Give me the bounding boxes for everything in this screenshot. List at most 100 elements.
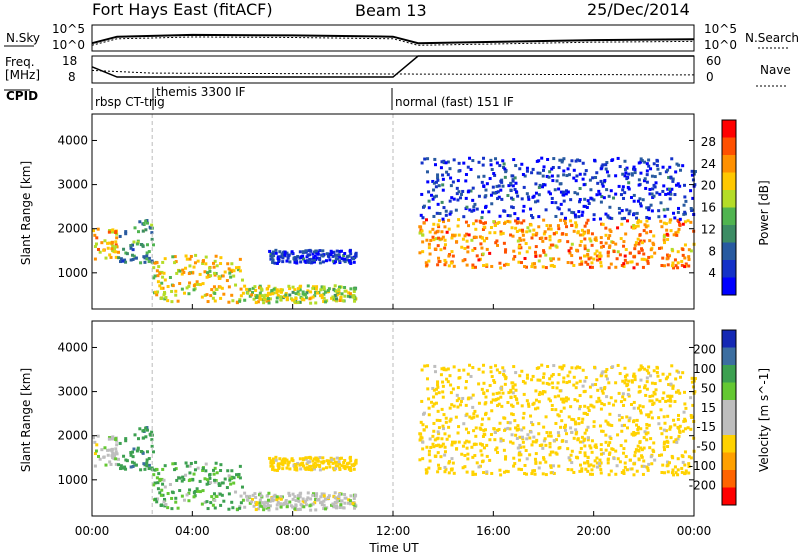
power-cell (436, 178, 440, 182)
velocity-cell (480, 453, 484, 457)
velocity-cell (343, 458, 347, 462)
velocity-cell (579, 446, 583, 450)
colorbar-tick-label: 200 (693, 342, 716, 356)
power-cell (348, 292, 352, 296)
power-cell (642, 252, 646, 256)
velocity-cell (204, 469, 208, 473)
power-cell (551, 179, 555, 183)
velocity-cell (208, 473, 212, 477)
power-cell (457, 218, 461, 222)
velocity-cell (609, 437, 613, 441)
power-cell (193, 261, 197, 265)
power-cell (480, 246, 484, 250)
velocity-cell (669, 436, 673, 440)
velocity-cell (467, 440, 471, 444)
velocity-cell (522, 411, 526, 415)
x-tick-label: 00:00 (75, 524, 110, 538)
velocity-cell (511, 386, 515, 390)
velocity-cell (94, 449, 98, 453)
power-cell (506, 219, 510, 223)
velocity-cell (421, 447, 425, 451)
velocity-cell (440, 367, 444, 371)
velocity-cell (456, 431, 460, 435)
velocity-cell (182, 477, 186, 481)
velocity-cell (275, 507, 279, 511)
power-cell (605, 161, 609, 165)
velocity-cell (155, 468, 159, 472)
velocity-cell (600, 402, 604, 406)
velocity-cell (570, 468, 574, 472)
velocity-cell (236, 475, 240, 479)
power-cell (464, 173, 468, 177)
velocity-cell (639, 378, 643, 382)
power-cell (681, 164, 685, 168)
power-cell (114, 245, 118, 249)
power-cell (590, 261, 594, 265)
power-cell (115, 236, 119, 240)
power-cell (645, 231, 649, 235)
power-cell (544, 236, 548, 240)
velocity-cell (217, 483, 221, 487)
velocity-cell (559, 397, 563, 401)
velocity-cell (641, 472, 645, 476)
velocity-cell (650, 462, 654, 466)
velocity-cell (327, 459, 331, 463)
power-cell (482, 174, 486, 178)
power-cell (586, 231, 590, 235)
velocity-cell (578, 394, 582, 398)
velocity-cell (481, 434, 485, 438)
velocity-cell (557, 446, 561, 450)
power-cell (313, 294, 317, 298)
velocity-cell (519, 445, 523, 449)
velocity-cell (443, 450, 447, 454)
velocity-cell (274, 458, 278, 462)
power-cell (590, 265, 594, 269)
power-cell (445, 230, 449, 234)
velocity-cell (637, 385, 641, 389)
velocity-cell (534, 407, 538, 411)
velocity-cell (208, 476, 212, 480)
power-cell (170, 300, 174, 304)
power-cell (677, 206, 681, 210)
velocity-cell (153, 481, 157, 485)
power-cell (645, 180, 649, 184)
velocity-cell (687, 462, 691, 466)
velocity-cell (310, 467, 314, 471)
velocity-cell (689, 396, 693, 400)
velocity-cell (622, 451, 626, 455)
power-cell (681, 248, 685, 252)
velocity-cell (506, 470, 510, 474)
power-cell (525, 265, 529, 269)
power-cell (322, 287, 326, 291)
power-cell (565, 174, 569, 178)
velocity-cell (570, 430, 574, 434)
power-cell (432, 188, 436, 192)
power-cell (213, 273, 217, 277)
velocity-cell (591, 383, 595, 387)
power-cell (665, 232, 669, 236)
power-cell (582, 231, 586, 235)
power-cell (225, 279, 229, 283)
power-cell (503, 167, 507, 171)
velocity-cell (431, 442, 435, 446)
power-cell (575, 248, 579, 252)
power-cell (471, 159, 475, 163)
power-cell (239, 294, 243, 298)
velocity-cell (176, 506, 180, 510)
velocity-cell (528, 453, 532, 457)
velocity-cell (92, 436, 96, 440)
power-cell (314, 291, 318, 295)
velocity-cell (475, 461, 479, 465)
velocity-cell (503, 374, 507, 378)
power-cell (281, 256, 285, 260)
velocity-cell (297, 499, 301, 503)
velocity-cell (144, 435, 148, 439)
velocity-cell (170, 507, 174, 511)
velocity-cell (647, 365, 651, 369)
velocity-cell (173, 468, 177, 472)
power-cell (304, 292, 308, 296)
velocity-cell (455, 447, 459, 451)
velocity-cell (159, 493, 163, 497)
velocity-cell (434, 392, 438, 396)
velocity-cell (110, 449, 114, 453)
